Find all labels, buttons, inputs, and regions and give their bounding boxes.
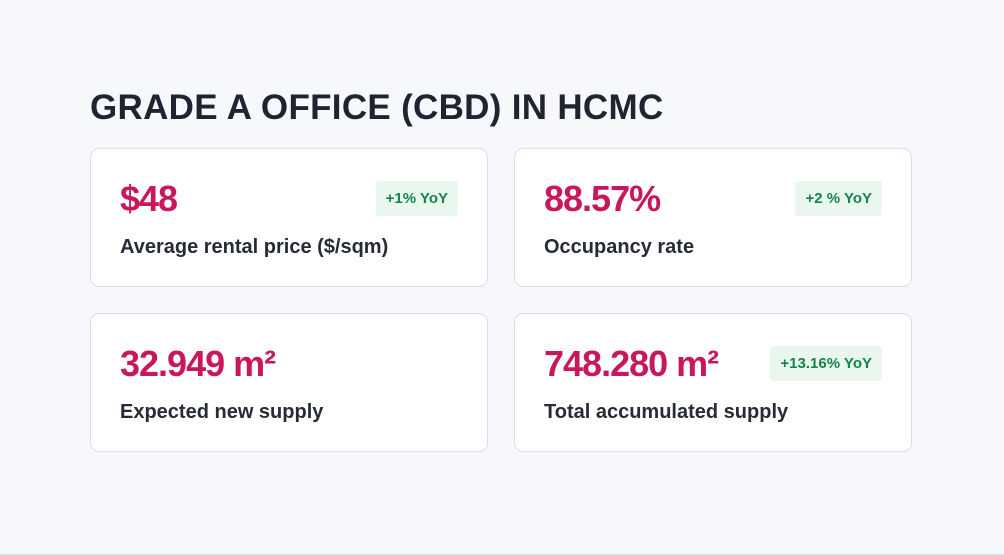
card-label: Total accumulated supply [544, 401, 789, 423]
yoy-badge: +1% YoY [375, 181, 458, 216]
card-total-accumulated-supply: 748.280 m² +13.16% YoY Total accumulated… [514, 313, 912, 452]
card-label: Average rental price ($/sqm) [120, 236, 389, 258]
card-label: Expected new supply [120, 401, 324, 423]
card-value: 88.57% [544, 178, 661, 219]
card-expected-new-supply: 32.949 m² Expected new supply [90, 313, 488, 452]
card-average-rental-price: $48 +1% YoY Average rental price ($/sqm) [90, 148, 488, 287]
card-value: 32.949 m² [120, 343, 276, 384]
card-occupancy-rate: 88.57% +2 % YoY Occupancy rate [514, 148, 912, 287]
card-value: $48 [120, 178, 178, 219]
card-value: 748.280 m² [544, 343, 719, 384]
yoy-badge: +2 % YoY [795, 181, 882, 216]
card-label: Occupancy rate [544, 236, 695, 258]
page-title: GRADE A OFFICE (CBD) IN HCMC [90, 88, 664, 127]
yoy-badge: +13.16% YoY [770, 346, 882, 381]
